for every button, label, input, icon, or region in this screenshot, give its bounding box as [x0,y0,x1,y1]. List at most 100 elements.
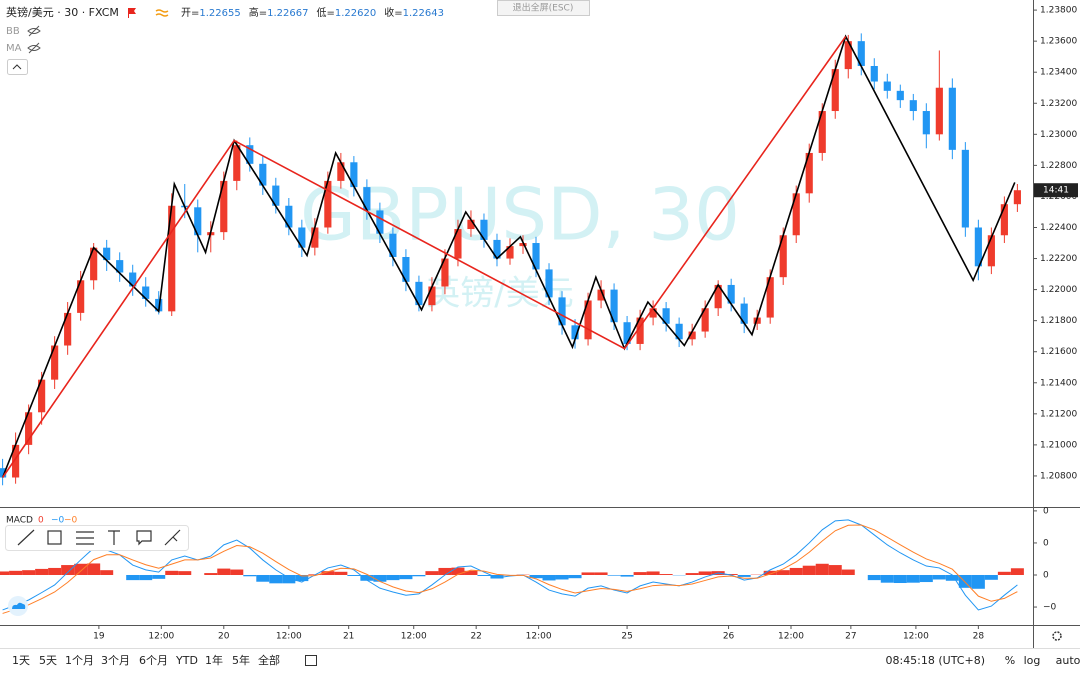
candle-body [311,227,319,248]
macd-histogram-bar [22,570,36,575]
candle-body [402,256,410,282]
macd-histogram-bar [451,567,465,575]
candle-body [220,180,228,233]
x-tick-label: 12:00 [903,632,929,642]
symbol[interactable]: 英镑/美元 · 30 · FXCM [6,5,119,19]
ohlc: 开=1.22655 高=1.22667 低=1.22620 收=1.22643 [181,6,444,19]
macd-histogram-bar [802,565,816,575]
candle-body [857,41,865,66]
candle-body [1000,204,1008,236]
candle-body [428,286,436,306]
macd-histogram-bar [555,574,569,580]
macd-histogram-bar [867,574,881,581]
collapse-button[interactable] [7,59,28,75]
range-button[interactable]: YTD [175,654,198,667]
x-tick-label: 28 [973,632,985,642]
candle-body [896,90,904,101]
clock: 08:45:18 (UTC+8) [885,654,985,667]
rect-tool[interactable] [47,530,62,545]
y-tick-label: 1.23800 [1040,6,1077,16]
macd-histogram-bar [334,571,348,575]
zigzag-line [1,36,847,478]
range-button[interactable]: 1天 [12,654,30,667]
macd-histogram-bar [581,572,595,575]
text-tool[interactable] [108,530,120,545]
trendline-tool[interactable] [17,529,35,546]
candle-body [623,322,631,344]
y-tick-label: 1.21400 [1040,378,1077,388]
header: 英镑/美元 · 30 · FXCM 开=1.22655 高=1.22667 低=1.… [6,0,590,526]
compare-icon[interactable] [155,9,169,17]
callout-tool[interactable] [136,530,152,546]
macd-histogram-bar [178,571,192,575]
signal-line [2,524,1018,614]
candle-body [727,284,735,304]
candle-body [116,260,124,273]
candle-body [701,308,709,332]
macd-histogram-bar [347,574,361,576]
macd-histogram-bar [620,574,634,577]
macd-pane [0,519,1024,614]
candle-body [545,269,553,298]
macd-histogram-bar [984,574,998,580]
macd-histogram-bar [373,574,387,582]
range-button[interactable]: 5天 [39,654,57,667]
range-button[interactable]: 5年 [232,653,250,667]
candle-body [922,111,930,135]
settings-icon[interactable] [1052,631,1062,641]
candle-body [285,205,293,228]
candle-body [194,207,202,236]
ohlc-label: 收= [384,6,402,19]
macd-histogram-bar [243,574,257,577]
scale-option[interactable]: log [1024,654,1041,667]
x-tick-label: 27 [845,632,856,642]
macd-histogram-bar [48,567,62,575]
range-button[interactable]: 1个月 [65,654,94,667]
eye-icon[interactable] [27,42,41,54]
candle-body [350,162,358,188]
candle-body [779,235,787,278]
candle-body [38,379,46,413]
macd-histogram-bar [633,572,647,575]
calendar-icon[interactable] [305,655,317,666]
brush-tool[interactable] [164,529,181,546]
countdown-box [1034,183,1078,198]
range-button[interactable]: 全部 [258,653,280,667]
candle-body [25,412,33,445]
fib-tool[interactable] [76,531,94,545]
candle-body [324,180,332,228]
range-button[interactable]: 6个月 [139,654,168,667]
exit-fullscreen-label[interactable]: 退出全屏(ESC) [513,2,574,14]
candle-body [415,281,423,306]
candle-body [467,219,475,230]
macd-histogram-bar [529,574,543,579]
exit-fullscreen[interactable] [497,0,590,16]
macd-histogram-bar [386,574,400,581]
macd-histogram-bar [880,574,894,583]
macd-histogram-bar [568,574,582,579]
macd-histogram-bar [542,574,556,581]
macd-histogram-bar [646,571,660,575]
x-tick-label: 12:00 [148,632,174,642]
candle-body [818,111,826,153]
ohlc-label: 高= [249,6,267,19]
range-button[interactable]: 1年 [205,653,223,667]
candle-body [805,152,813,194]
flag-icon[interactable] [128,8,136,18]
x-tick-label: 19 [93,632,105,642]
macd-line [2,519,1018,611]
candle-body [831,69,839,112]
macd-histogram-bar [789,567,803,575]
macd-legend-value: −0 [51,516,65,526]
ohlc-label: 低= [317,6,335,19]
candle-body [441,258,449,287]
x-tick-label: 25 [621,632,632,642]
ohlc-label: 开= [181,8,199,19]
candle-body [168,205,176,312]
scale-option[interactable]: % [1005,654,1015,667]
range-button[interactable]: 3个月 [101,654,130,667]
eye-icon[interactable] [27,25,41,37]
scale-option[interactable]: auto [1056,654,1080,667]
